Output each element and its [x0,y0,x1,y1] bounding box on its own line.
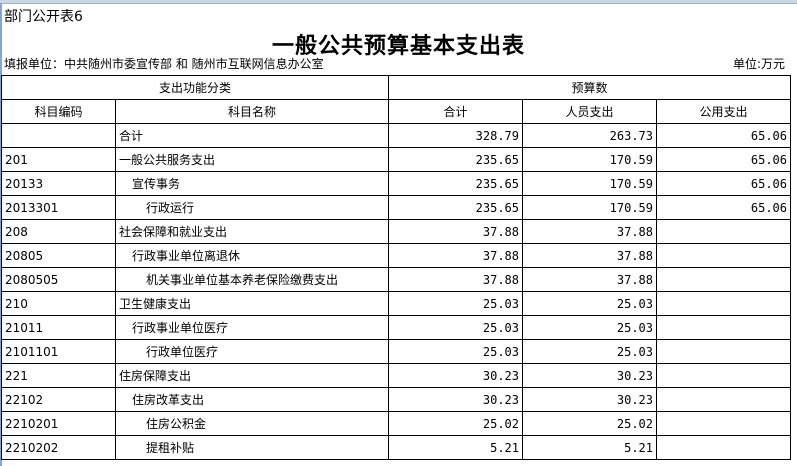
cell-total[interactable]: 25.02 [388,411,523,436]
cell-name[interactable]: 住房改革支出 [115,387,389,412]
cell-personnel[interactable]: 25.03 [522,291,657,316]
cell-name[interactable]: 宣传事务 [115,171,389,196]
cell-public[interactable] [656,291,791,316]
cell-total[interactable]: 37.88 [388,243,523,268]
cell-personnel[interactable]: 263.73 [522,123,657,148]
table-row: 201 一般公共服务支出 235.65 170.59 65.06 [1,147,791,172]
cell-public[interactable] [656,363,791,388]
cell-code[interactable]: 2101101 [1,339,116,364]
cell-personnel[interactable]: 30.23 [522,387,657,412]
cell-total[interactable]: 30.23 [388,387,523,412]
cell-name[interactable]: 行政单位医疗 [115,339,389,364]
cell-name[interactable]: 行政运行 [115,195,389,220]
cell-personnel[interactable]: 5.21 [522,435,657,460]
cell-public[interactable] [656,267,791,292]
cell-personnel[interactable]: 30.23 [522,363,657,388]
cell-personnel[interactable]: 170.59 [522,171,657,196]
cell-name[interactable]: 合计 [115,123,389,148]
cell-code[interactable]: 221 [1,363,116,388]
cell-total[interactable]: 235.65 [388,171,523,196]
cell-name[interactable]: 社会保障和就业支出 [115,219,389,244]
cell-total[interactable]: 25.03 [388,315,523,340]
cell-public[interactable]: 65.06 [656,171,791,196]
header-total[interactable]: 合计 [388,99,523,124]
cell-public[interactable]: 65.06 [656,147,791,172]
cell-name[interactable]: 行政事业单位离退休 [115,243,389,268]
cell-code[interactable]: 2210202 [1,435,116,460]
table-row: 2210201 住房公积金 25.02 25.02 [1,411,791,436]
cell-public[interactable] [656,315,791,340]
table-row: 210 卫生健康支出 25.03 25.03 [1,291,791,316]
cell-total[interactable]: 25.03 [388,291,523,316]
cell-personnel[interactable]: 25.03 [522,315,657,340]
cell-name[interactable]: 一般公共服务支出 [115,147,389,172]
cell-personnel[interactable]: 37.88 [522,267,657,292]
cell-name[interactable]: 住房公积金 [115,411,389,436]
table-row: 2101101 行政单位医疗 25.03 25.03 [1,339,791,364]
cell-code[interactable]: 208 [1,219,116,244]
cell-personnel[interactable]: 37.88 [522,243,657,268]
budget-table: 支出功能分类 预算数 科目编码 科目名称 合计 人员支出 公用支出 合计 328.… [1,75,791,460]
cell-name[interactable]: 行政事业单位医疗 [115,315,389,340]
table-row: 2210202 提租补贴 5.21 5.21 [1,435,791,460]
cell-total[interactable]: 235.65 [388,147,523,172]
cell-code[interactable]: 2013301 [1,195,116,220]
table-row: 22102 住房改革支出 30.23 30.23 [1,387,791,412]
table-row: 208 社会保障和就业支出 37.88 37.88 [1,219,791,244]
table-row: 2013301 行政运行 235.65 170.59 65.06 [1,195,791,220]
column-header-strip[interactable] [0,0,797,4]
table-row: 21011 行政事业单位医疗 25.03 25.03 [1,315,791,340]
cell-code[interactable]: 2210201 [1,411,116,436]
header-personnel[interactable]: 人员支出 [522,99,657,124]
cell-public[interactable] [656,387,791,412]
cell-personnel[interactable]: 170.59 [522,195,657,220]
cell-personnel[interactable]: 25.03 [522,339,657,364]
cell-code[interactable]: 20805 [1,243,116,268]
cell-code[interactable]: 210 [1,291,116,316]
sheet-label: 部门公开表6 [4,9,83,25]
cell-public[interactable] [656,339,791,364]
cell-code[interactable]: 21011 [1,315,116,340]
cell-code[interactable]: 20133 [1,171,116,196]
cell-total[interactable]: 37.88 [388,267,523,292]
cell-code[interactable] [1,123,116,148]
cell-name[interactable]: 卫生健康支出 [115,291,389,316]
table-row: 221 住房保障支出 30.23 30.23 [1,363,791,388]
cell-personnel[interactable]: 37.88 [522,219,657,244]
header-public[interactable]: 公用支出 [656,99,791,124]
cell-total[interactable]: 328.79 [388,123,523,148]
cell-public[interactable] [656,435,791,460]
page-title: 一般公共预算基本支出表 [271,33,525,59]
cell-public[interactable] [656,243,791,268]
cell-code[interactable]: 2080505 [1,267,116,292]
cell-code[interactable]: 201 [1,147,116,172]
cell-total[interactable]: 30.23 [388,363,523,388]
cell-name[interactable]: 提租补贴 [115,435,389,460]
cell-total[interactable]: 25.03 [388,339,523,364]
cell-total[interactable]: 5.21 [388,435,523,460]
header-budget[interactable]: 预算数 [388,75,791,100]
table-row: 2080505 机关事业单位基本养老保险缴费支出 37.88 37.88 [1,267,791,292]
cell-public[interactable]: 65.06 [656,195,791,220]
cell-total[interactable]: 235.65 [388,195,523,220]
cell-public[interactable] [656,219,791,244]
table-row: 合计 328.79 263.73 65.06 [1,123,791,148]
cell-code[interactable]: 22102 [1,387,116,412]
header-function-class[interactable]: 支出功能分类 [1,75,389,100]
table-row: 20133 宣传事务 235.65 170.59 65.06 [1,171,791,196]
cell-total[interactable]: 37.88 [388,219,523,244]
header-code[interactable]: 科目编码 [1,99,116,124]
cell-public[interactable] [656,411,791,436]
filing-unit: 填报单位：中共随州市委宣传部 和 随州市互联网信息办公室 [4,57,324,71]
cell-name[interactable]: 住房保障支出 [115,363,389,388]
cell-personnel[interactable]: 170.59 [522,147,657,172]
table-row: 20805 行政事业单位离退休 37.88 37.88 [1,243,791,268]
cell-name[interactable]: 机关事业单位基本养老保险缴费支出 [115,267,389,292]
cell-public[interactable]: 65.06 [656,123,791,148]
header-name[interactable]: 科目名称 [115,99,389,124]
cell-personnel[interactable]: 25.02 [522,411,657,436]
currency-unit: 单位:万元 [732,57,785,71]
